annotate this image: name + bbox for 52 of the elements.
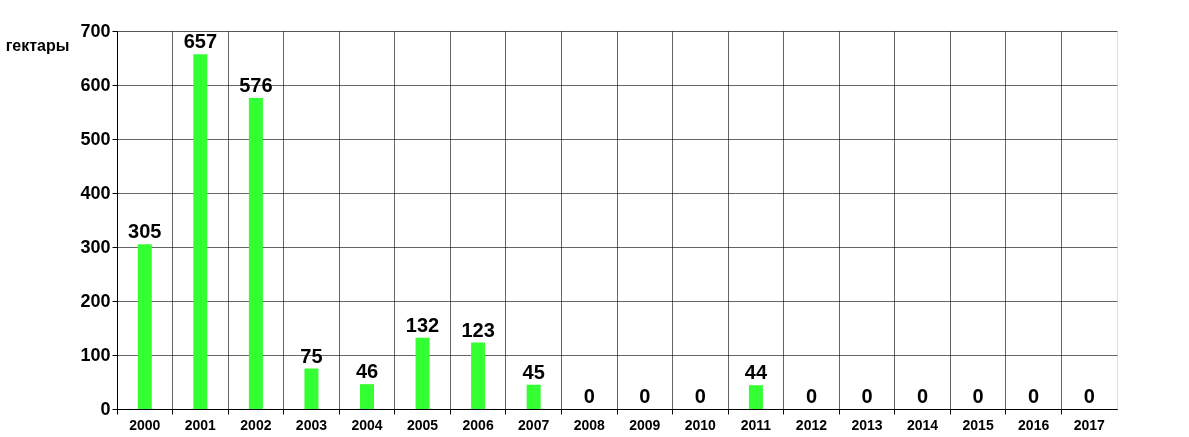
bar bbox=[304, 368, 319, 409]
bar bbox=[415, 337, 430, 409]
y-tick-label: 100 bbox=[80, 344, 111, 365]
data-label: 0 bbox=[861, 385, 873, 407]
data-label: 132 bbox=[405, 313, 440, 336]
data-label: 0 bbox=[694, 385, 706, 407]
x-tick-label: 2013 bbox=[851, 416, 883, 433]
data-label: 0 bbox=[639, 385, 651, 407]
x-tick-label: 2004 bbox=[351, 416, 383, 433]
x-tick-label: 2017 bbox=[1073, 416, 1105, 433]
bar bbox=[526, 384, 541, 409]
data-label: 657 bbox=[183, 30, 218, 53]
y-tick-label: 500 bbox=[80, 128, 111, 149]
x-tick-label: 2003 bbox=[295, 416, 328, 433]
x-tick-label: 2014 bbox=[906, 416, 939, 433]
x-tick-label: 2015 bbox=[962, 416, 994, 433]
data-label: 0 bbox=[583, 385, 595, 407]
x-tick-label: 2007 bbox=[518, 416, 550, 433]
x-tick-label: 2006 bbox=[462, 416, 494, 433]
data-label: 0 bbox=[1028, 385, 1040, 407]
x-tick-label: 2016 bbox=[1018, 416, 1050, 433]
bar bbox=[748, 385, 763, 409]
y-tick-label: 300 bbox=[80, 236, 111, 257]
bar bbox=[248, 97, 263, 409]
y-tick-label: 400 bbox=[80, 182, 111, 203]
data-label: 0 bbox=[1083, 385, 1095, 407]
x-tick-label: 2009 bbox=[629, 416, 661, 433]
x-tick-label: 2010 bbox=[684, 416, 717, 433]
x-tick-label: 2008 bbox=[573, 416, 605, 433]
x-tick-label: 2001 bbox=[184, 416, 217, 433]
data-label: 123 bbox=[461, 318, 495, 341]
bar bbox=[193, 54, 208, 409]
data-label: 305 bbox=[128, 220, 162, 243]
x-tick-label: 2000 bbox=[129, 416, 161, 433]
bar bbox=[137, 244, 152, 409]
data-label: 0 bbox=[972, 385, 984, 407]
y-tick-label: 700 bbox=[80, 20, 111, 41]
data-label: 0 bbox=[916, 385, 929, 407]
data-label: 46 bbox=[355, 360, 379, 383]
x-tick-label: 2002 bbox=[240, 416, 272, 433]
bar bbox=[360, 384, 374, 409]
x-tick-label: 2005 bbox=[406, 416, 439, 433]
y-tick-label: 0 bbox=[100, 398, 111, 419]
y-tick-label: 600 bbox=[80, 74, 111, 95]
data-label: 0 bbox=[805, 385, 818, 407]
x-tick-label: 2012 bbox=[795, 416, 828, 433]
x-tick-label: 2011 bbox=[740, 416, 772, 433]
data-label: 45 bbox=[522, 360, 545, 383]
y-axis-title: гектары bbox=[5, 36, 70, 54]
y-tick-label: 200 bbox=[80, 290, 111, 311]
bar bbox=[471, 342, 486, 409]
data-label: 44 bbox=[744, 361, 768, 384]
